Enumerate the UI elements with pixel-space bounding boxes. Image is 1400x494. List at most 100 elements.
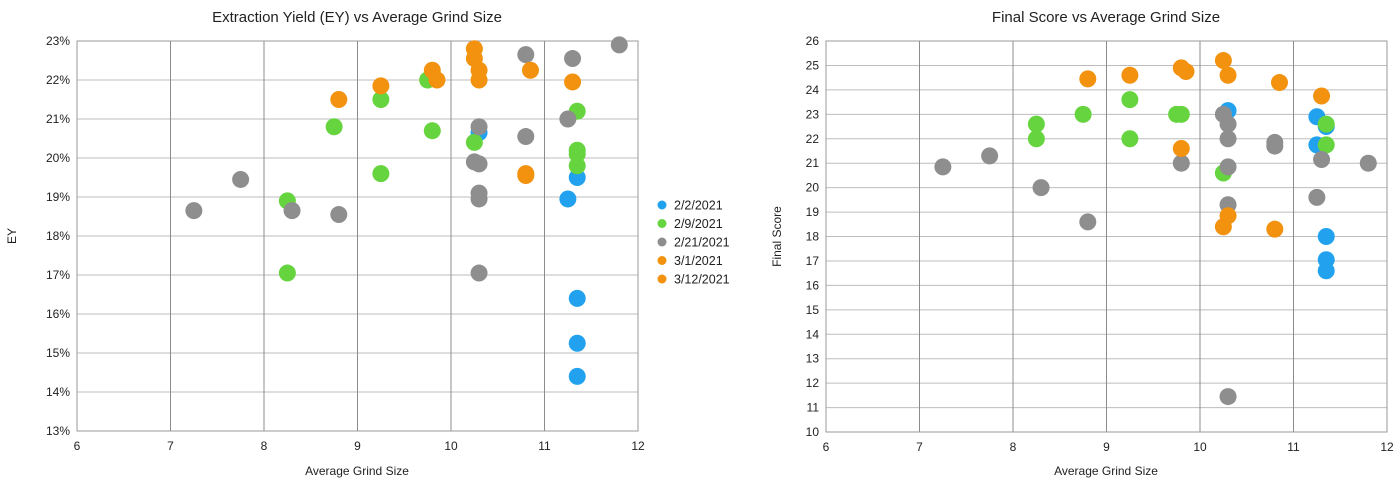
y-tick-label: 15	[806, 303, 820, 317]
score-point	[1027, 130, 1045, 148]
ey-point	[564, 73, 582, 91]
x-tick-label: 8	[1010, 440, 1017, 454]
ey-point	[372, 77, 390, 95]
ey-point	[517, 46, 535, 64]
ey-point	[559, 110, 577, 128]
score-point	[1219, 115, 1237, 133]
score-point	[1317, 115, 1335, 133]
score-point	[1317, 228, 1335, 245]
ey-point	[470, 118, 488, 136]
ey-point	[278, 264, 296, 282]
x-tick-label: 10	[1193, 440, 1207, 454]
x-tick-label: 7	[916, 440, 923, 454]
series-3-12-2021	[1177, 63, 1331, 236]
x-tick-label: 7	[167, 439, 174, 453]
legend-swatch	[657, 237, 667, 247]
score-point	[1079, 213, 1097, 231]
y-tick-label: 17%	[46, 268, 70, 282]
series-2-2-2021	[470, 124, 586, 385]
x-tick-label: 10	[444, 439, 458, 453]
score-chart: 10 11 12 13 14 15 16 17 18 19 20 21 22 23 24 25 26 6 7 8 9 10…	[770, 9, 1394, 478]
y-tick-label: 20%	[46, 151, 70, 165]
y-tick-label: 19%	[46, 190, 70, 204]
series-2-21-2021	[934, 105, 1377, 406]
ey-point	[423, 122, 441, 140]
ey-point	[568, 169, 586, 186]
score-point	[1219, 388, 1237, 406]
score-point	[1172, 140, 1190, 158]
y-axis-label: Final Score	[770, 206, 784, 267]
y-tick-label: 12	[806, 376, 820, 390]
ey-point	[325, 118, 343, 136]
y-tick-label: 21%	[46, 112, 70, 126]
score-point	[1172, 105, 1190, 123]
ey-point	[517, 167, 535, 185]
ey-point	[372, 91, 390, 108]
y-tick-label: 20	[806, 181, 820, 195]
y-tick-label: 14%	[46, 385, 70, 399]
plot-frame	[76, 40, 639, 432]
y-tick-label: 14	[806, 327, 820, 341]
ey-point	[465, 133, 483, 151]
series-2-21-2021	[185, 36, 628, 282]
x-axis-label: Average Grind Size	[305, 464, 409, 478]
legend-swatch	[657, 219, 667, 228]
ey-point	[470, 190, 488, 208]
legend-entry: 2/2/2021	[674, 199, 723, 213]
y-tick-label: 16	[806, 278, 820, 292]
score-point	[1121, 130, 1139, 148]
ey-point	[568, 367, 586, 385]
score-point	[1313, 87, 1331, 105]
ey-point	[568, 157, 586, 175]
plot-frame	[825, 40, 1388, 433]
score-point	[1266, 137, 1284, 155]
y-tick-label: 18%	[46, 229, 70, 243]
y-tick-label: 10	[806, 425, 820, 439]
score-point	[1359, 154, 1377, 172]
y-tick-label: 25	[806, 58, 820, 72]
y-tick-label: 13%	[46, 424, 70, 438]
ey-point	[517, 128, 535, 146]
score-point	[1219, 158, 1237, 176]
score-point	[1032, 179, 1050, 197]
ey-point	[470, 71, 488, 89]
ey-point	[330, 91, 348, 108]
ey-point	[610, 36, 628, 54]
score-point	[981, 147, 999, 165]
score-point	[1219, 130, 1237, 148]
legend-swatch	[657, 256, 667, 265]
legend-entry: 3/1/2021	[674, 254, 723, 268]
y-tick-label: 18	[806, 230, 820, 244]
y-tick-label: 21	[806, 156, 820, 170]
y-tick-label: 17	[806, 254, 820, 268]
chart-title: Extraction Yield (EY) vs Average Grind S…	[212, 9, 502, 26]
ey-point	[568, 289, 586, 307]
ey-point	[559, 190, 577, 208]
score-point	[1313, 151, 1331, 169]
ey-point	[283, 202, 301, 220]
x-tick-label: 9	[354, 439, 361, 453]
x-tick-label: 9	[1103, 440, 1110, 454]
score-point	[934, 158, 952, 176]
ey-point	[185, 202, 203, 220]
ey-point	[568, 334, 586, 352]
ey-point	[568, 145, 586, 163]
y-axis-label: EY	[5, 228, 19, 244]
ey-point	[428, 71, 446, 89]
y-tick-label: 22%	[46, 73, 70, 87]
x-tick-label: 11	[1287, 440, 1300, 454]
score-point	[1219, 66, 1237, 84]
y-tick-label: 13	[806, 352, 820, 366]
x-tick-label: 6	[74, 439, 81, 453]
ey-point	[521, 61, 539, 79]
y-tick-label: 11	[807, 401, 820, 415]
score-point	[1121, 66, 1139, 84]
legend-swatch	[657, 274, 667, 284]
y-tick-label: 15%	[46, 346, 70, 360]
y-tick-label: 23%	[46, 34, 70, 48]
score-point	[1270, 74, 1288, 92]
series-3-1-2021	[1079, 52, 1284, 238]
ey-chart: 13% 14% 15% 16% 17% 18% 19% 20% 21% 22% 23% 6 7 8 9 10 1…	[5, 9, 645, 478]
ey-point	[470, 155, 488, 173]
